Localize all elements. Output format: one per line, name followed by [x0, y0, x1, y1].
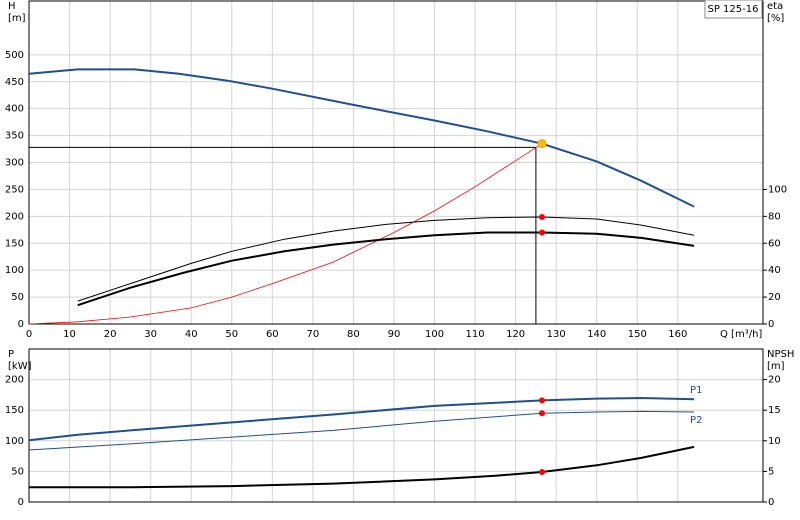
y2-tick-label: 10 — [768, 436, 781, 447]
x-tick-label: 40 — [185, 329, 198, 340]
curve — [28, 68, 695, 208]
marker — [538, 410, 545, 417]
y2-tick-label: 0 — [768, 497, 774, 508]
marker — [537, 139, 547, 149]
curve — [29, 445, 695, 489]
y-tick-label: 0 — [18, 319, 24, 330]
y2-tick-label: 40 — [768, 265, 781, 276]
y-axis-label: P — [8, 349, 14, 360]
y-tick-label: 150 — [5, 405, 24, 416]
x-tick-label: 150 — [628, 329, 647, 340]
plot-frame — [28, 0, 764, 325]
y2-axis-unit: [m] — [767, 361, 785, 372]
y-tick-label: 500 — [5, 50, 24, 61]
x-tick-label: 30 — [144, 329, 157, 340]
curve — [28, 143, 543, 325]
x-tick-label: 120 — [506, 329, 525, 340]
y-tick-label: 350 — [5, 131, 24, 142]
chart-title: SP 125-16 — [708, 4, 759, 15]
y-axis-label: H — [8, 1, 16, 12]
y2-tick-label: 80 — [768, 211, 781, 222]
y2-axis-unit: [%] — [767, 13, 784, 24]
y-tick-label: 50 — [11, 292, 24, 303]
x-tick-label: 130 — [547, 329, 566, 340]
series-label: P1 — [690, 385, 702, 396]
x-tick-label: 140 — [587, 329, 606, 340]
y-tick-label: 300 — [5, 158, 24, 169]
x-tick-label: 90 — [388, 329, 401, 340]
series-label: P2 — [690, 415, 702, 426]
x-tick-label: 160 — [668, 329, 687, 340]
panel: 0 50 100 150 200 0 5 10 15 20 P[kW] NPSH[m] P1 P2 — [5, 348, 794, 508]
curve — [77, 216, 695, 302]
y-tick-label: 200 — [5, 375, 24, 386]
y2-tick-label: 0 — [768, 319, 774, 330]
y-axis-unit: [m] — [8, 13, 26, 24]
x-tick-label: 0 — [26, 329, 32, 340]
y-tick-label: 100 — [5, 265, 24, 276]
x-tick-label: 100 — [425, 329, 444, 340]
curve — [28, 396, 695, 442]
y2-axis-label: NPSH — [767, 349, 794, 360]
x-tick-label: 60 — [266, 329, 279, 340]
y2-tick-label: 20 — [768, 292, 781, 303]
marker — [538, 214, 545, 221]
x-tick-label: 50 — [225, 329, 238, 340]
y-tick-label: 0 — [18, 497, 24, 508]
y-tick-label: 100 — [5, 436, 24, 447]
y2-tick-label: 15 — [768, 405, 781, 416]
y2-tick-label: 100 — [768, 184, 787, 195]
marker — [538, 397, 545, 404]
curve — [77, 231, 695, 307]
y-tick-label: 200 — [5, 211, 24, 222]
marker — [538, 469, 545, 476]
x-axis-label: Q [m³/h] — [720, 329, 762, 340]
panel: 0501001502002503003504004505000204060801… — [5, 0, 787, 340]
curve — [28, 410, 695, 451]
y-tick-label: 50 — [11, 466, 24, 477]
x-tick-label: 110 — [466, 329, 485, 340]
plot-frame — [28, 348, 764, 503]
y-tick-label: 250 — [5, 184, 24, 195]
x-tick-label: 10 — [63, 329, 76, 340]
y-axis-unit: [kW] — [8, 361, 32, 372]
y-tick-label: 400 — [5, 104, 24, 115]
y2-tick-label: 5 — [768, 466, 774, 477]
x-tick-label: 70 — [307, 329, 320, 340]
title-box — [704, 0, 763, 19]
y-tick-label: 150 — [5, 238, 24, 249]
y2-tick-label: 60 — [768, 238, 781, 249]
y2-tick-label: 20 — [768, 375, 781, 386]
y-tick-label: 450 — [5, 77, 24, 88]
marker — [538, 229, 545, 236]
x-tick-label: 80 — [347, 329, 360, 340]
x-tick-label: 20 — [104, 329, 117, 340]
y2-axis-label: eta — [767, 1, 783, 12]
